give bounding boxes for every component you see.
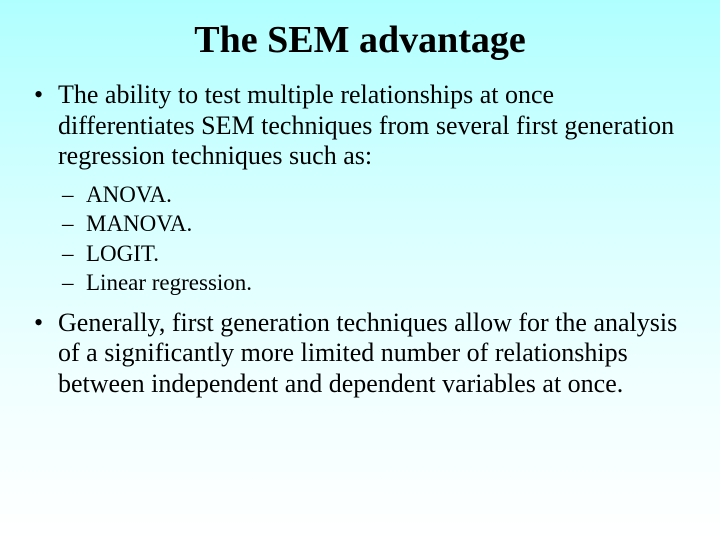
bullet-text: Generally, first generation techniques a… (58, 308, 677, 398)
slide-container: The SEM advantage The ability to test mu… (0, 0, 720, 540)
sub-bullet-item: Linear regression. (58, 268, 690, 297)
sub-bullet-item: ANOVA. (58, 180, 690, 209)
sub-bullet-item: MANOVA. (58, 209, 690, 238)
slide-title: The SEM advantage (30, 18, 690, 62)
bullet-item: The ability to test multiple relationshi… (30, 80, 690, 298)
main-bullet-list: The ability to test multiple relationshi… (30, 80, 690, 400)
sub-bullet-item: LOGIT. (58, 239, 690, 268)
bullet-text: The ability to test multiple relationshi… (58, 80, 674, 170)
bullet-item: Generally, first generation techniques a… (30, 308, 690, 400)
sub-bullet-list: ANOVA. MANOVA. LOGIT. Linear regression. (58, 180, 690, 298)
